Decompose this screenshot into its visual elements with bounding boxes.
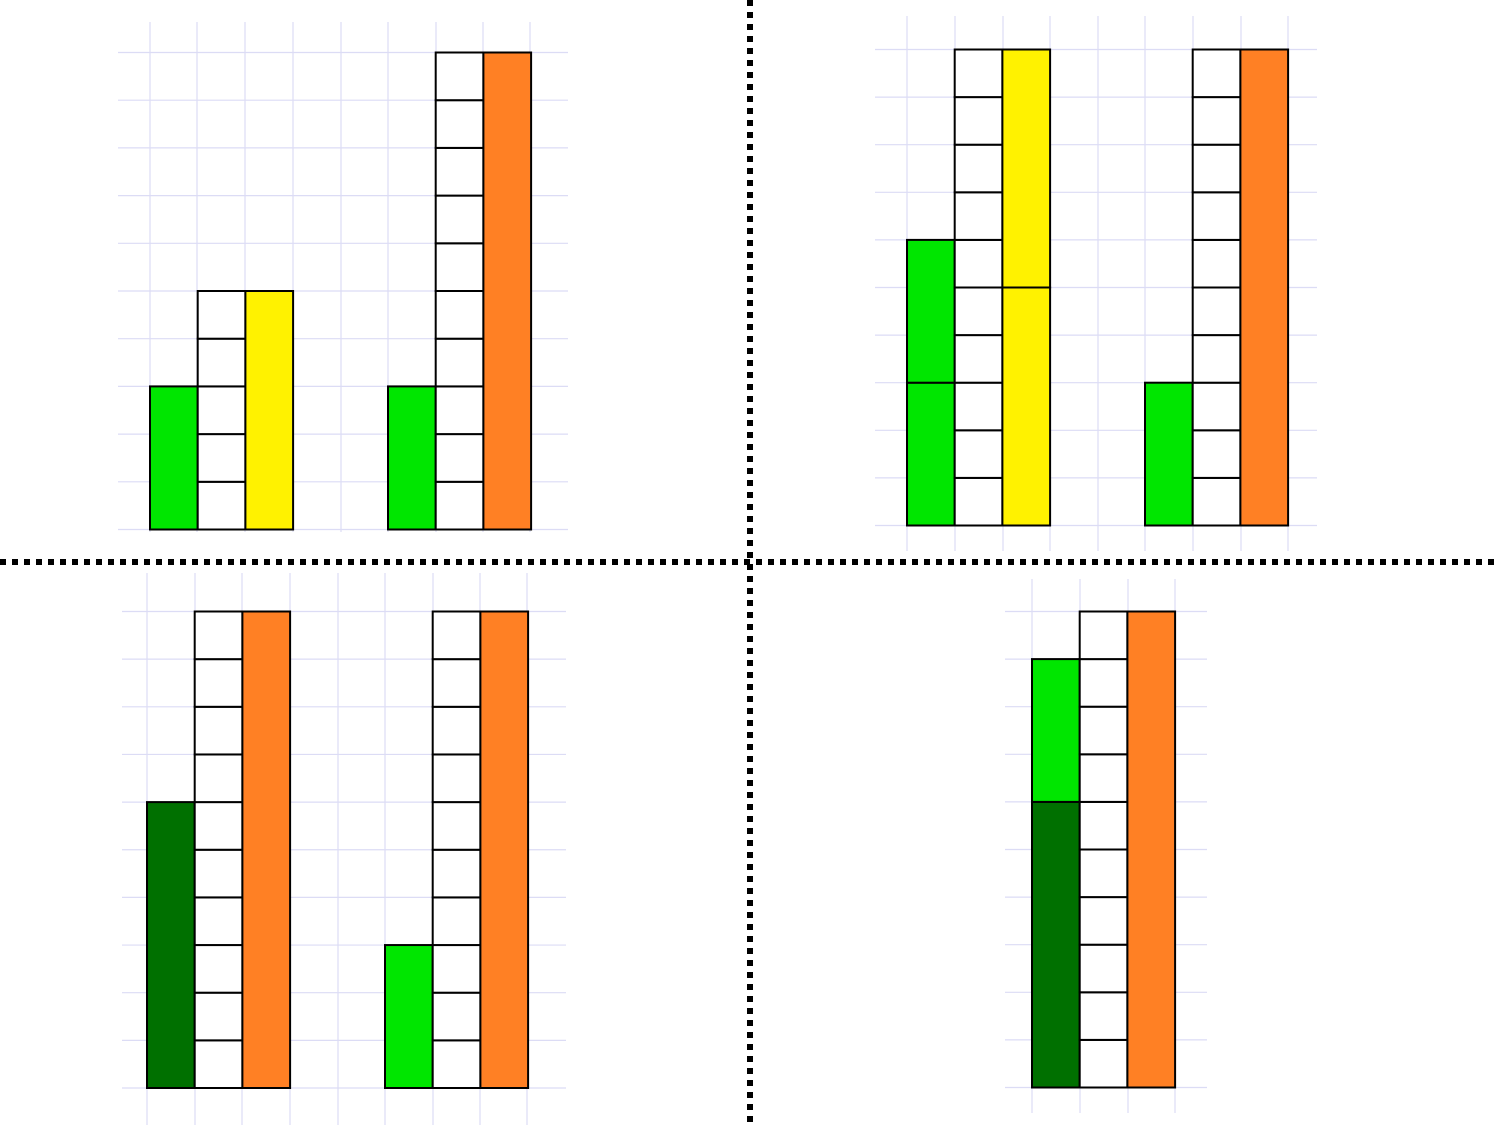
unit-cell (434, 337, 485, 388)
unit-cell (1078, 800, 1129, 851)
unit-cell (431, 991, 482, 1042)
unit-cell (196, 433, 247, 483)
panel-top-right (875, 16, 1317, 551)
bar-group-1 (149, 290, 295, 531)
unit-cell (1191, 334, 1242, 384)
bar-segment-orange (1239, 48, 1290, 527)
unit-cell (1191, 48, 1242, 99)
unit-cell (196, 480, 247, 531)
unit-cell (1078, 991, 1129, 1041)
unit-cell (434, 290, 485, 340)
unit-cell (1078, 943, 1129, 994)
unit-cell (1078, 1038, 1129, 1089)
unit-cell (193, 1039, 244, 1089)
bar-segment-yellow (1001, 286, 1052, 527)
bar-segment-dark-green (1031, 800, 1081, 1089)
bar-segment-orange (479, 610, 530, 1089)
unit-cell (431, 658, 482, 708)
unit-cell (193, 848, 244, 899)
unit-cell (953, 286, 1004, 337)
bar-segment-orange (482, 51, 533, 531)
unit-cell (434, 146, 485, 197)
unit-cell (953, 96, 1004, 146)
bar-group-2 (384, 610, 530, 1089)
unit-cell (193, 991, 244, 1042)
unit-cell (431, 610, 482, 661)
bar-group-2 (1144, 48, 1290, 527)
unit-cell (434, 242, 485, 293)
unit-cell (953, 143, 1004, 194)
unit-cell (434, 51, 485, 102)
unit-cell (431, 1039, 482, 1089)
bar-segment-yellow (244, 290, 295, 531)
panel-bottom-left (122, 573, 566, 1125)
unit-cell (431, 848, 482, 899)
unit-cell (953, 48, 1004, 99)
bar-segment-orange (241, 610, 292, 1089)
bar-segment-light-green (387, 385, 437, 531)
unit-cell (193, 705, 244, 756)
bar-group-1 (1031, 610, 1177, 1089)
unit-cell (1078, 610, 1129, 661)
unit-cell (953, 191, 1004, 241)
unit-cell (193, 944, 244, 994)
unit-cell (1078, 658, 1129, 708)
bar-segment-orange (1126, 610, 1177, 1089)
unit-cell (196, 337, 247, 388)
unit-cell (1078, 753, 1129, 803)
panel-bottom-right (1005, 579, 1207, 1113)
unit-cell (196, 385, 247, 436)
unit-cell (1078, 705, 1129, 756)
bar-segment-dark-green (146, 801, 196, 1089)
unit-cell (1191, 286, 1242, 337)
unit-cell (1191, 238, 1242, 289)
unit-cell (434, 194, 485, 245)
unit-cell (953, 429, 1004, 479)
unit-cell (1191, 381, 1242, 432)
bar-segment-yellow (1001, 48, 1052, 289)
bar-segment-light-green (149, 385, 199, 531)
unit-cell (1191, 143, 1242, 194)
unit-cell (953, 381, 1004, 432)
unit-cell (1078, 848, 1129, 899)
bar-segment-light-green (1031, 658, 1081, 803)
bar-group-1 (906, 48, 1052, 527)
bar-segment-light-green (906, 238, 956, 384)
bar-group-2 (387, 51, 533, 531)
unit-cell (431, 896, 482, 947)
bar-segment-light-green (906, 381, 956, 527)
panel-top-left (118, 22, 568, 532)
unit-cell (434, 433, 485, 483)
unit-cell (953, 334, 1004, 384)
unit-cell (434, 480, 485, 531)
unit-cell (193, 896, 244, 947)
unit-cell (193, 801, 244, 851)
unit-cell (434, 99, 485, 149)
bar-group-1 (146, 610, 292, 1089)
unit-cell (1191, 476, 1242, 527)
unit-cell (1078, 896, 1129, 946)
unit-cell (434, 385, 485, 436)
unit-cell (431, 753, 482, 804)
unit-cell (953, 476, 1004, 527)
unit-cell (431, 705, 482, 756)
unit-cell (1191, 96, 1242, 146)
unit-cell (1191, 191, 1242, 241)
bar-segment-light-green (384, 944, 434, 1089)
bar-segment-light-green (1144, 381, 1194, 527)
unit-cell (193, 658, 244, 708)
unit-cell (196, 290, 247, 340)
unit-cell (1191, 429, 1242, 479)
unit-cell (193, 753, 244, 804)
unit-cell (431, 801, 482, 851)
unit-cell (953, 238, 1004, 289)
unit-cell (193, 610, 244, 661)
unit-cell (431, 944, 482, 994)
